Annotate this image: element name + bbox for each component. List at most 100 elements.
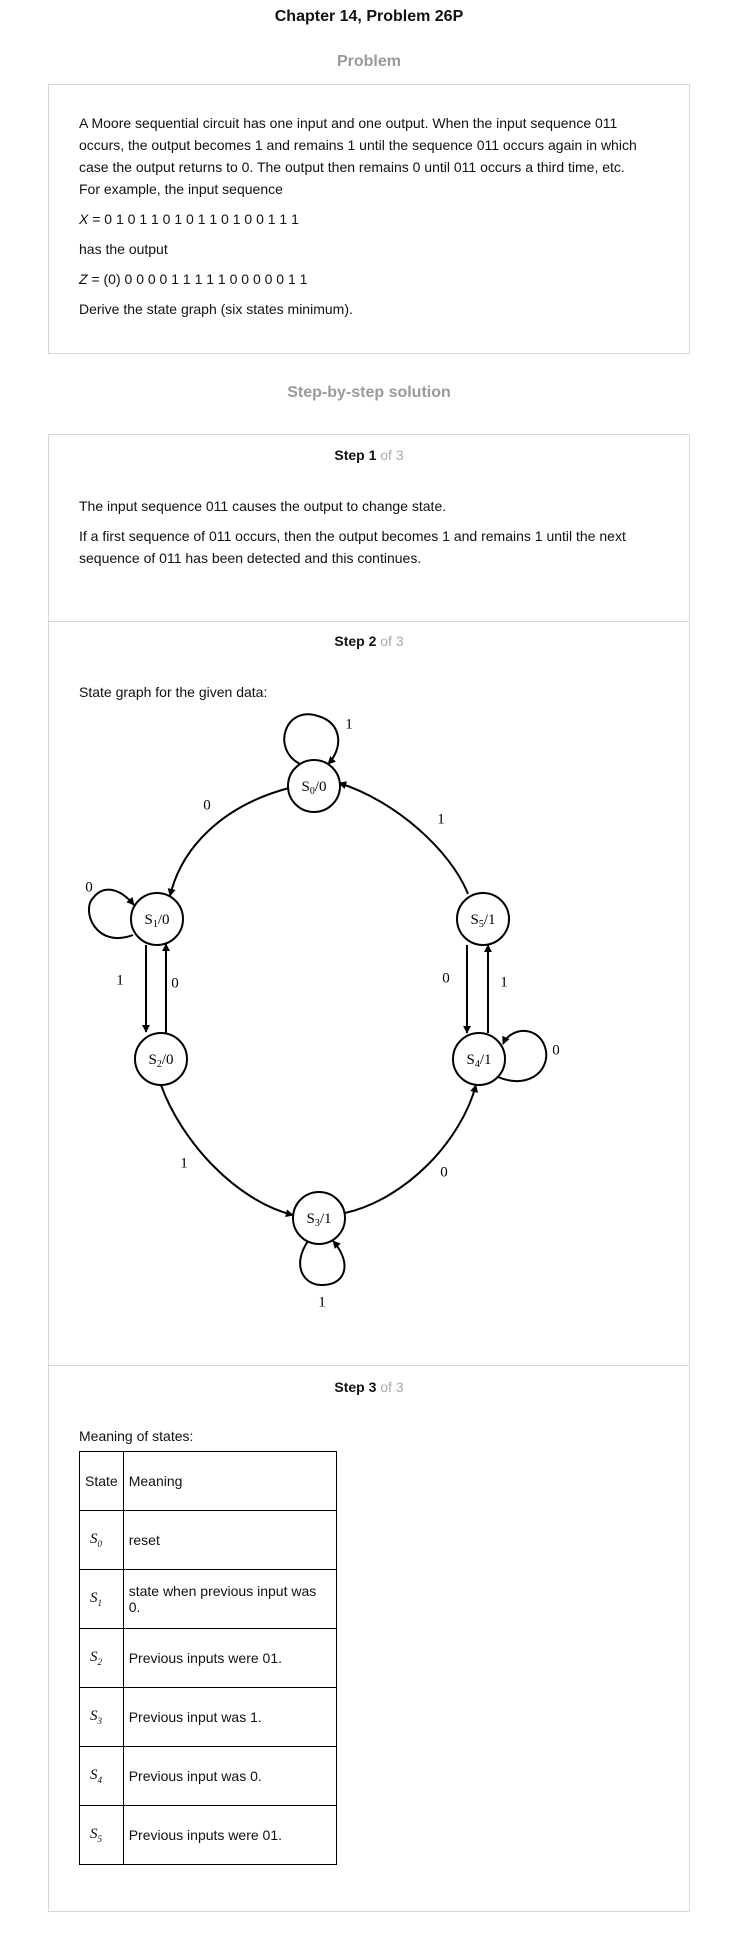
table-row: S2 Previous inputs were 01. xyxy=(79,1628,337,1688)
state-letter: S xyxy=(90,1708,98,1724)
step-3-body: Meaning of states: xyxy=(79,1425,659,1455)
state-symbol: S4 xyxy=(79,1746,124,1806)
solution-box: Step 1 of 3 The input sequence 011 cause… xyxy=(48,434,690,1912)
page-title: Chapter 14, Problem 26P xyxy=(274,8,464,25)
state-subscript: 0 xyxy=(97,1539,103,1549)
state-subscript: 2 xyxy=(97,1657,103,1667)
state-meaning: Previous inputs were 01. xyxy=(122,1805,337,1865)
step-2-of: of 3 xyxy=(376,633,404,649)
step-divider xyxy=(49,1365,689,1366)
transition-input-label: 1 xyxy=(500,974,508,990)
state-label: S1/0 xyxy=(144,912,169,930)
state-graph-diagram: S0/0 S1/0 S2/0 S3/1 S4/1 S5/1 1 0 0 1 0 1 1 0 0 1 0 1 xyxy=(85,713,560,1310)
derive-text: Derive the state graph (six states minim… xyxy=(79,301,353,317)
state-symbol: S5 xyxy=(79,1805,124,1865)
state-label: S5/1 xyxy=(470,912,495,930)
state-letter: S xyxy=(90,1649,98,1665)
step-1-paragraph-2: If a first sequence of 011 occurs, then … xyxy=(79,528,626,566)
transition-input-label: 1 xyxy=(345,716,353,732)
step-3-intro: Meaning of states: xyxy=(79,1428,194,1444)
state-symbol: S0 xyxy=(79,1510,124,1570)
transition-input-label: 0 xyxy=(440,1164,448,1180)
problem-box: A Moore sequential circuit has one input… xyxy=(48,84,690,354)
step-2-intro: State graph for the given data: xyxy=(79,684,268,700)
transition-input-label: 0 xyxy=(442,970,450,986)
has-output-text: has the output xyxy=(79,241,168,257)
table-row: S1 state when previous input was 0. xyxy=(79,1569,337,1629)
state-letter: S xyxy=(90,1767,98,1783)
state-label: S4/1 xyxy=(466,1052,491,1070)
state-node-s0: S0/0 xyxy=(287,759,341,813)
state-meaning-table: State Meaning S0 reset S1 state when pre… xyxy=(79,1451,337,1865)
state-circle xyxy=(452,1032,506,1086)
step-3-label: Step 3 xyxy=(334,1379,377,1395)
state-subscript: 1 xyxy=(97,1598,103,1608)
transition-s3-to-s4 xyxy=(344,1084,478,1214)
transition-s0-to-s1 xyxy=(167,787,290,897)
z-sequence: = (0) 0 0 0 0 1 1 1 1 1 0 0 0 0 0 1 1 xyxy=(87,271,308,287)
state-meaning: reset xyxy=(122,1510,337,1570)
state-symbol: S3 xyxy=(79,1687,124,1747)
transition-input-label: 1 xyxy=(437,811,445,827)
step-1-body: The input sequence 011 causes the output… xyxy=(79,495,659,577)
table-row: S4 Previous input was 0. xyxy=(79,1746,337,1806)
step-1-paragraph-1: The input sequence 011 causes the output… xyxy=(79,498,447,514)
transition-s3-to-s3 xyxy=(299,1240,346,1287)
step-divider xyxy=(49,621,689,622)
problem-content: A Moore sequential circuit has one input… xyxy=(79,112,649,328)
state-symbol: S1 xyxy=(79,1569,124,1629)
x-variable: X xyxy=(79,211,89,227)
transition-s0-to-s0 xyxy=(283,713,340,765)
table-row: S0 reset xyxy=(79,1510,337,1570)
table-header-row: State Meaning xyxy=(79,1451,337,1511)
transition-input-label: 0 xyxy=(552,1042,560,1058)
step-2-body: State graph for the given data: xyxy=(79,681,659,711)
transition-input-label: 0 xyxy=(171,975,179,991)
transition-input-label: 1 xyxy=(180,1155,188,1171)
state-letter: S xyxy=(90,1826,98,1842)
transition-input-label: 0 xyxy=(85,879,93,895)
problem-paragraph: A Moore sequential circuit has one input… xyxy=(79,115,637,197)
state-symbol: S2 xyxy=(79,1628,124,1688)
table-header-state: State xyxy=(79,1451,124,1511)
table-row: S5 Previous inputs were 01. xyxy=(79,1805,337,1865)
table-header-meaning: Meaning xyxy=(122,1451,337,1511)
state-node-s1: S1/0 xyxy=(130,892,184,946)
problem-heading: Problem xyxy=(336,53,401,70)
solution-heading: Step-by-step solution xyxy=(287,384,451,401)
transition-input-label: 1 xyxy=(318,1294,326,1310)
state-label: S3/1 xyxy=(306,1211,331,1229)
step-3-of: of 3 xyxy=(376,1379,404,1395)
state-letter: S xyxy=(90,1531,98,1547)
transition-s5-to-s0 xyxy=(338,781,469,895)
state-circle xyxy=(130,892,184,946)
state-node-s5: S5/1 xyxy=(456,892,510,946)
state-meaning: Previous input was 1. xyxy=(122,1687,337,1747)
state-circle xyxy=(287,759,341,813)
transition-input-label: 0 xyxy=(203,797,211,813)
step-1-label: Step 1 xyxy=(334,447,377,463)
transition-input-label: 1 xyxy=(116,972,124,988)
state-node-s4: S4/1 xyxy=(452,1032,506,1086)
step-2-header: Step 2 of 3 xyxy=(49,633,689,649)
output-sequence: Z = (0) 0 0 0 0 1 1 1 1 1 0 0 0 0 0 1 1 xyxy=(79,268,649,290)
input-sequence: X = 0 1 0 1 1 0 1 0 1 1 0 1 0 0 1 1 1 xyxy=(79,208,649,230)
state-circle xyxy=(292,1191,346,1245)
transition-s4-to-s4 xyxy=(497,1029,548,1083)
state-subscript: 4 xyxy=(97,1775,103,1785)
z-variable: Z xyxy=(79,271,88,287)
table-row: S3 Previous input was 1. xyxy=(79,1687,337,1747)
state-node-s3: S3/1 xyxy=(292,1191,346,1245)
state-meaning: state when previous input was 0. xyxy=(122,1569,337,1629)
state-node-s2: S2/0 xyxy=(134,1032,188,1086)
state-letter: S xyxy=(90,1590,98,1606)
x-sequence: = 0 1 0 1 1 0 1 0 1 1 0 1 0 0 1 1 1 xyxy=(88,211,299,227)
state-subscript: 3 xyxy=(97,1716,103,1726)
state-meaning: Previous inputs were 01. xyxy=(122,1628,337,1688)
state-label: S0/0 xyxy=(301,779,326,797)
step-1-of: of 3 xyxy=(376,447,404,463)
transition-s1-to-s1 xyxy=(88,888,135,939)
state-subscript: 5 xyxy=(97,1834,103,1844)
state-meaning: Previous input was 0. xyxy=(122,1746,337,1806)
transition-s2-to-s3 xyxy=(160,1084,294,1218)
